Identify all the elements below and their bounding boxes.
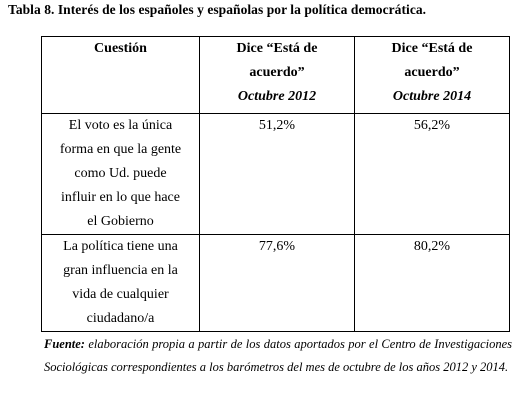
header-cuestion-label: Cuestión [94,41,147,56]
header-row: Cuestión Dice “Está de acuerdo” Octubre … [41,36,510,114]
source-label: Fuente: [44,337,85,351]
question-line: La política tiene una [63,239,178,254]
question-cell: La política tiene una gran influencia en… [41,234,200,332]
question-line: forma en que la gente [59,142,182,157]
header-2012-line1: Dice “Está de [236,41,318,56]
value-oct-2012: 77,6% [199,234,355,332]
header-2014-line2: acuerdo” [404,65,460,80]
value-oct-2014: 80,2% [354,234,510,332]
table-title: Tabla 8. Interés de los españoles y espa… [8,2,427,17]
header-oct-2012: Dice “Está de acuerdo” Octubre 2012 [199,36,355,114]
source-note: Fuente: elaboración propia a partir de l… [44,333,512,378]
data-table: Cuestión Dice “Está de acuerdo” Octubre … [41,36,510,332]
question-line: gran influencia en la [63,263,178,278]
header-oct-2014: Dice “Está de acuerdo” Octubre 2014 [354,36,510,114]
header-2014-date: Octubre 2014 [392,89,472,104]
table-row: La política tiene una gran influencia en… [41,234,510,332]
source-text: elaboración propia a partir de los datos… [44,337,512,374]
question-line: el Gobierno [87,214,154,229]
value-oct-2014: 56,2% [354,113,510,235]
header-cuestion: Cuestión [41,36,200,114]
header-2012-line2: acuerdo” [249,65,305,80]
header-2014-line1: Dice “Está de [391,41,473,56]
question-line: como Ud. puede [74,166,167,181]
question-line: influir en lo que hace [61,190,180,205]
header-2012-date: Octubre 2012 [237,89,317,104]
question-cell: El voto es la única forma en que la gent… [41,113,200,235]
question-line: ciudadano/a [86,311,155,326]
question-line: El voto es la única [68,118,173,133]
table-row: El voto es la única forma en que la gent… [41,113,510,235]
question-line: vida de cualquier [72,287,169,302]
value-oct-2012: 51,2% [199,113,355,235]
